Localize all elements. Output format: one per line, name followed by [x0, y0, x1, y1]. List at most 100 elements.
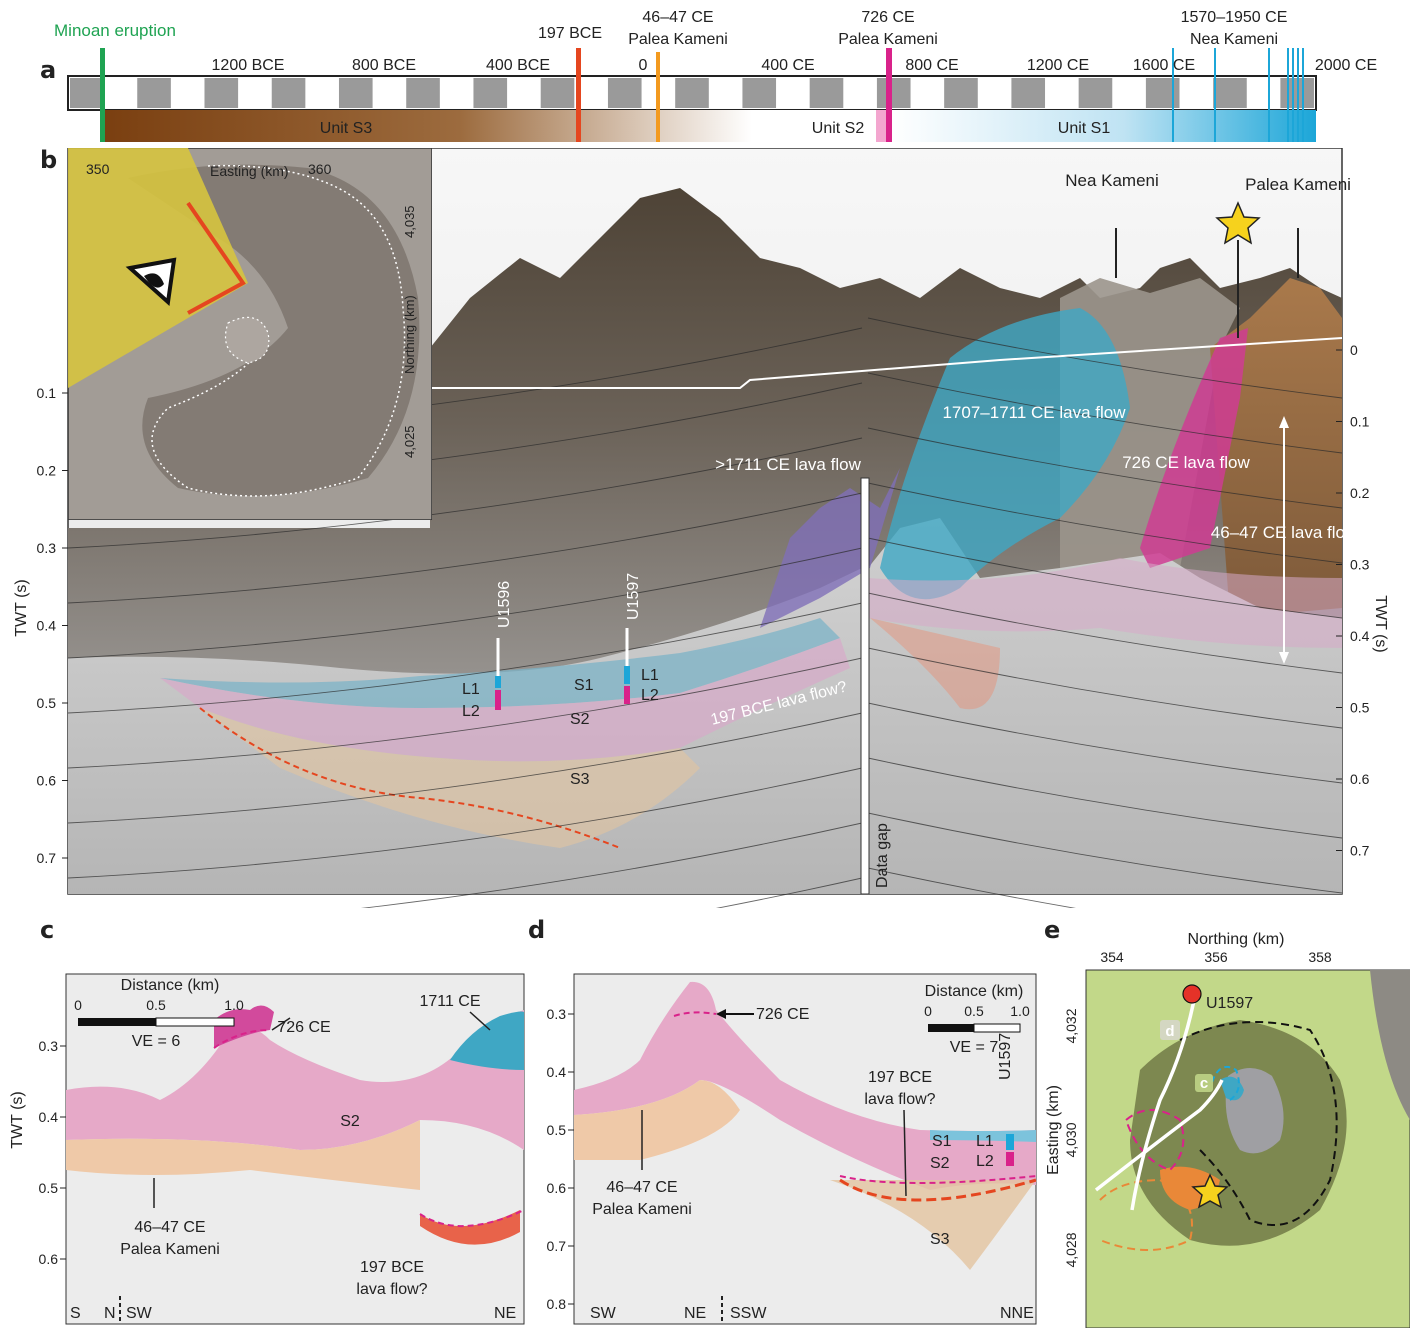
arrow-up-icon [1279, 416, 1289, 428]
timeline-check-square [675, 78, 709, 108]
nea-kameni-label-1: Nea Kameni [1065, 171, 1159, 190]
data-gap-bar [860, 477, 870, 895]
timeline-check-square [742, 78, 777, 108]
c-scale-0: 0 [74, 997, 82, 1013]
e1570-place-label: Nea Kameni [1190, 31, 1278, 48]
u1596-label: U1596 [496, 581, 513, 628]
inset-view-boundary [186, 201, 246, 315]
s3-overlay-left [200, 708, 700, 848]
timeline-check-square [204, 78, 239, 108]
axis-tick-label: 0.3 [37, 540, 57, 556]
c-4647-label: 46–47 CE [134, 1219, 205, 1236]
timeline-check-square [540, 78, 575, 108]
timeline-check-square [70, 78, 104, 108]
palea-kameni-label: Palea Kameni [1245, 175, 1351, 194]
e-tick-354: 354 [1100, 949, 1124, 965]
c-4647-unit [66, 1120, 420, 1190]
d-4647-unit [574, 1080, 740, 1160]
axis-tick-label: 0.1 [1350, 414, 1370, 430]
reference-horizon [67, 537, 1343, 659]
arrow-left-icon [716, 1009, 726, 1019]
tick-0: 0 [639, 57, 648, 74]
u1596-l2-bar [495, 690, 501, 710]
e4647-year-label: 46–47 CE [642, 9, 713, 26]
d-s2-unit [574, 981, 1036, 1190]
c-dir-ne: NE [494, 1305, 516, 1322]
reference-horizon [67, 647, 1343, 769]
u1597-l2-label: L2 [641, 687, 659, 704]
c-197-flow [420, 1210, 520, 1245]
timeline-check-square [1213, 78, 1247, 108]
panel-label-d: d [528, 916, 546, 944]
axis-tick-label: 0.4 [1350, 628, 1370, 644]
s3-base-dashed [199, 707, 621, 849]
d-197-label: 197 BCE [868, 1069, 932, 1086]
panel-label-b: b [40, 146, 58, 174]
d-l2-bar [1006, 1152, 1014, 1166]
inset-n4035: 4,035 [402, 205, 417, 238]
e4647-line [656, 52, 660, 142]
timeline-panel: 1200 BCE 800 BCE 400 BCE 0 400 CE 800 CE… [54, 9, 1377, 142]
unit-s3-bar [102, 110, 752, 142]
c-1711-pointer [469, 1011, 491, 1031]
unit-s2-label: Unit S2 [812, 120, 865, 137]
d-dir-ssw: SSW [730, 1305, 767, 1322]
inset-map: 350 Easting (km) 360 4,035 Northing (km)… [68, 148, 432, 520]
e726-line [886, 48, 892, 142]
e-tick-4028: 4,028 [1063, 1232, 1079, 1267]
e-726-outline [1124, 1109, 1185, 1172]
reference-horizon [715, 867, 1077, 908]
d-726-label: 726 CE [756, 1006, 809, 1023]
d-palea-label: Palea Kameni [592, 1201, 692, 1218]
reference-horizon [360, 812, 1343, 908]
e-1711-outline [1211, 1066, 1240, 1101]
d-l2-label: L2 [976, 1153, 994, 1170]
u1596-l1-label: L1 [462, 681, 480, 698]
c-1711-flow [450, 1011, 524, 1070]
d-s3-unit [830, 1180, 1036, 1270]
nea-line-4 [1287, 48, 1289, 142]
axis-tick-label: 0.4 [37, 618, 57, 634]
right-axis-label: TWT (s) [1372, 595, 1389, 652]
unit-s3-label: Unit S3 [320, 120, 373, 137]
s2-overlay-left [160, 638, 850, 762]
nea-line-1 [1172, 48, 1174, 142]
nea-line-7 [1302, 48, 1304, 142]
panel-label-e: e [1044, 916, 1061, 944]
u1597-l1-label: L1 [641, 667, 659, 684]
d-l1-label: L1 [976, 1133, 994, 1150]
c-axis-label: TWT (s) [9, 1091, 26, 1148]
timeline-check-square [1145, 78, 1180, 108]
c-726-base-dashed [213, 1029, 271, 1049]
e-c-box [1195, 1074, 1213, 1092]
e197-line [576, 48, 581, 142]
e-top-label: Northing (km) [1188, 931, 1285, 948]
timeline-check-square [137, 78, 171, 108]
inset-e350: 350 [86, 161, 110, 177]
u1597-l1-bar [624, 666, 630, 684]
u1597-label: U1597 [625, 573, 642, 620]
timeline-check-square [338, 78, 373, 108]
c-dir-sw: SW [126, 1305, 153, 1322]
d-lavaflow-label: lava flow? [864, 1091, 935, 1108]
e-d-label: d [1165, 1023, 1174, 1040]
data-gap-label: Data gap [874, 823, 891, 888]
left-axis-label: TWT (s) [13, 579, 30, 636]
axis-tick-label: 0.6 [37, 773, 57, 789]
axis-tick-label: 0.5 [547, 1122, 567, 1138]
c-s2-unit [66, 1010, 524, 1150]
c-lavaflow-label: lava flow? [356, 1281, 427, 1298]
e4647-place-label: Palea Kameni [628, 31, 728, 48]
timeline-check-square [406, 78, 440, 108]
axis-tick-label: 0.2 [1350, 485, 1370, 501]
reference-horizon [67, 427, 1343, 549]
c-scale-bar-white [155, 1017, 235, 1027]
flow-1707-label: 1707–1711 CE lava flow [942, 403, 1126, 422]
inset-e360: 360 [308, 161, 332, 177]
lava-197-right [870, 618, 1000, 710]
tick-1200bce: 1200 BCE [212, 57, 285, 74]
tick-1200ce: 1200 CE [1027, 57, 1089, 74]
unit-s1-bar [890, 110, 1316, 142]
panel-label-a: a [40, 56, 57, 84]
axis-tick-label: 0.6 [39, 1251, 59, 1267]
